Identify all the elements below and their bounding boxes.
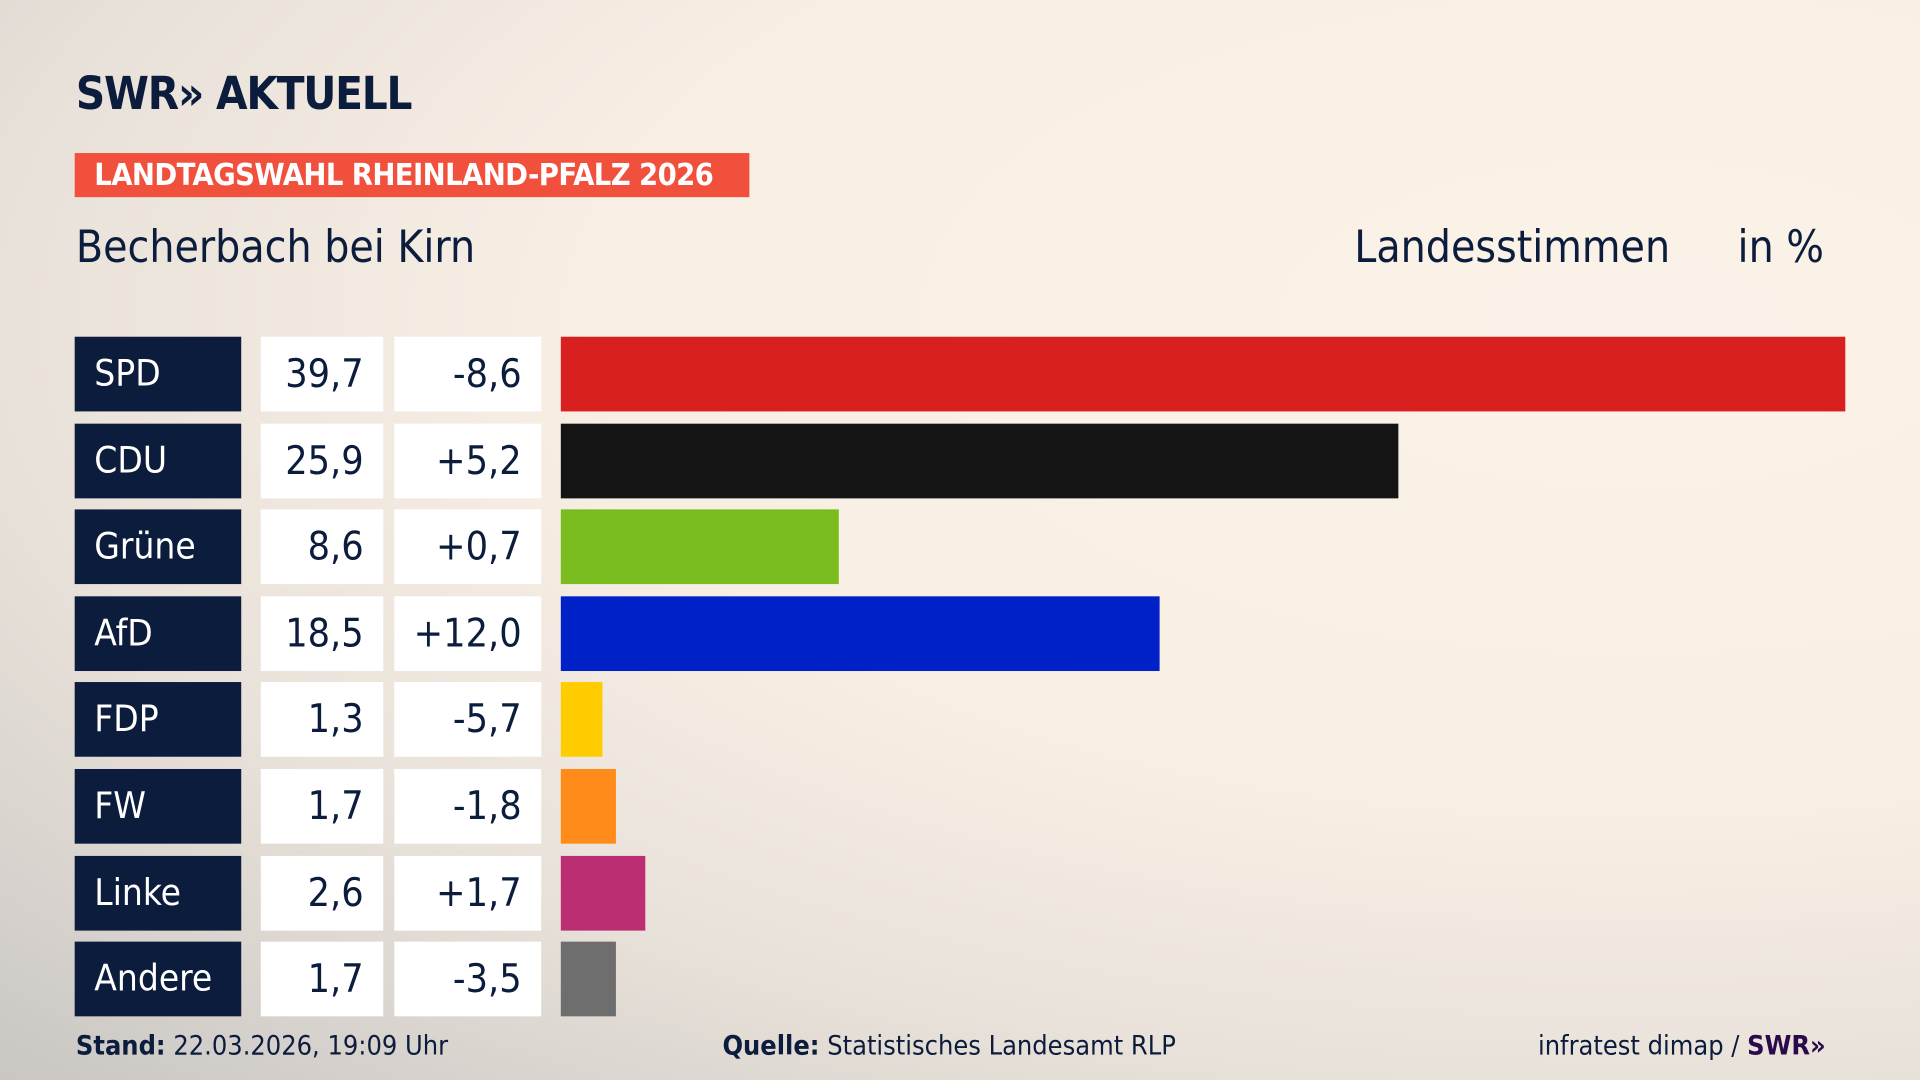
- stand-value: 22.03.2026, 19:09 Uhr: [173, 1031, 449, 1062]
- value-label: 25,9: [260, 423, 384, 498]
- diff-label: -1,8: [394, 768, 542, 844]
- value-label: 8,6: [260, 509, 384, 585]
- diff-label: +1,7: [394, 855, 542, 931]
- party-name: Grüne: [74, 509, 242, 585]
- bar-spd: [560, 336, 1846, 412]
- value-label: 1,7: [260, 768, 384, 844]
- diff-label: -3,5: [394, 941, 542, 1017]
- bar-grüne: [560, 509, 840, 585]
- swr-aktuell-logo: SWR» AKTUELL: [75, 67, 413, 121]
- bar-fdp: [560, 682, 603, 758]
- value-label: 2,6: [260, 855, 384, 931]
- swr-logo: SWR»: [1747, 1031, 1826, 1062]
- diff-label: -5,7: [394, 682, 542, 758]
- value-label: 1,3: [260, 682, 384, 758]
- stand-label: Stand:: [75, 1031, 166, 1062]
- party-name: AfD: [74, 596, 242, 671]
- place-title: Becherbach bei Kirn: [75, 222, 476, 274]
- stand: Stand: 22.03.2026, 19:09 Uhr: [76, 1031, 448, 1062]
- credit-text: infratest dimap /: [1537, 1031, 1748, 1062]
- party-name: FW: [74, 768, 242, 844]
- value-label: 39,7: [260, 336, 384, 412]
- credit: infratest dimap / SWR»: [1538, 1031, 1826, 1062]
- bar-linke: [560, 855, 645, 931]
- unit-label: in %: [1737, 222, 1824, 274]
- value-label: 1,7: [260, 941, 384, 1017]
- value-label: 18,5: [260, 596, 384, 671]
- bar-afd: [560, 596, 1160, 671]
- bar-fw: [560, 768, 616, 844]
- bar-andere: [560, 941, 616, 1017]
- party-name: CDU: [74, 423, 242, 498]
- vote-type-label: Landesstimmen: [1354, 222, 1671, 274]
- source-value: Statistisches Landesamt RLP: [827, 1031, 1176, 1062]
- diff-label: -8,6: [394, 336, 542, 412]
- diff-label: +5,2: [394, 423, 542, 498]
- party-name: Andere: [74, 941, 242, 1017]
- election-badge: LANDTAGSWAHL RHEINLAND-PFALZ 2026: [74, 153, 750, 198]
- source-label: Quelle:: [722, 1031, 820, 1062]
- diff-label: +0,7: [394, 509, 542, 585]
- party-name: SPD: [74, 336, 242, 412]
- party-name: Linke: [74, 855, 242, 931]
- party-name: FDP: [74, 682, 242, 758]
- source: Quelle: Statistisches Landesamt RLP: [722, 1031, 1175, 1062]
- diff-label: +12,0: [394, 596, 542, 671]
- bar-cdu: [560, 423, 1399, 498]
